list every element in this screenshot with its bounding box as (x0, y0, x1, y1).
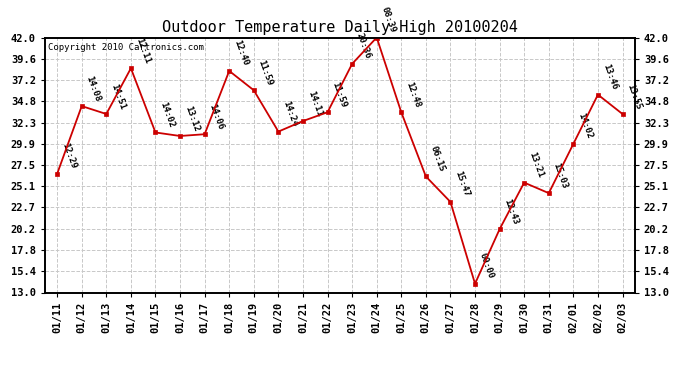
Text: 12:43: 12:43 (502, 197, 520, 226)
Text: 11:59: 11:59 (257, 58, 275, 87)
Text: 12:40: 12:40 (232, 39, 250, 68)
Text: 15:03: 15:03 (552, 161, 569, 190)
Text: 11:59: 11:59 (331, 80, 348, 109)
Text: 14:06: 14:06 (208, 102, 225, 131)
Text: 06:15: 06:15 (428, 145, 446, 173)
Text: 12:11: 12:11 (134, 36, 152, 65)
Text: 20:36: 20:36 (355, 32, 373, 60)
Text: 13:46: 13:46 (601, 63, 618, 91)
Text: 14:24: 14:24 (282, 100, 299, 128)
Text: 14:08: 14:08 (85, 74, 102, 103)
Text: 14:51: 14:51 (109, 82, 127, 111)
Text: 00:00: 00:00 (478, 252, 495, 280)
Text: 14:11: 14:11 (306, 89, 324, 117)
Text: 14:02: 14:02 (159, 100, 176, 129)
Text: 12:29: 12:29 (60, 142, 78, 170)
Text: Copyright 2010 Cartronics.com: Copyright 2010 Cartronics.com (48, 43, 204, 52)
Text: 15:47: 15:47 (453, 170, 471, 198)
Text: 13:21: 13:21 (527, 151, 545, 179)
Title: Outdoor Temperature Daily High 20100204: Outdoor Temperature Daily High 20100204 (162, 20, 518, 35)
Text: 12:48: 12:48 (404, 80, 422, 109)
Text: 14:02: 14:02 (576, 112, 594, 140)
Text: 13:55: 13:55 (625, 82, 643, 111)
Text: 13:12: 13:12 (183, 104, 201, 132)
Text: 08:39: 08:39 (380, 6, 397, 34)
